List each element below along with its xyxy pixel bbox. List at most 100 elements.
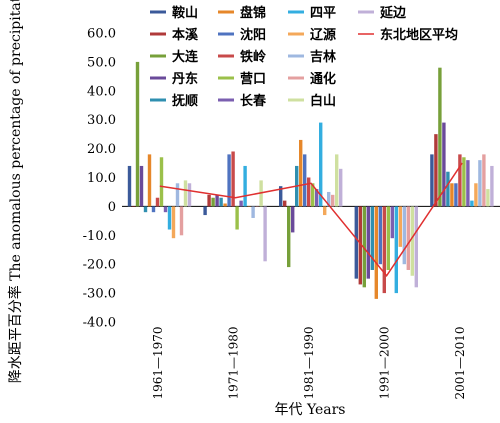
legend-label: 大连 bbox=[172, 49, 199, 65]
bar bbox=[327, 191, 331, 207]
bar bbox=[159, 157, 164, 207]
bar bbox=[299, 139, 303, 207]
bar bbox=[303, 154, 307, 207]
bar bbox=[171, 206, 176, 239]
bar bbox=[398, 206, 402, 247]
bar bbox=[354, 206, 358, 279]
bar bbox=[127, 165, 132, 207]
bar bbox=[279, 186, 283, 207]
bar bbox=[307, 177, 311, 207]
bar bbox=[335, 154, 339, 207]
bar bbox=[315, 189, 319, 207]
bar bbox=[462, 157, 466, 207]
bar bbox=[362, 206, 366, 288]
y-tick-label: 0 bbox=[108, 200, 116, 215]
bar bbox=[131, 206, 136, 207]
bar bbox=[438, 67, 442, 207]
bar bbox=[263, 206, 267, 262]
bar bbox=[378, 206, 382, 265]
bar bbox=[183, 180, 188, 207]
legend-label: 营口 bbox=[240, 71, 266, 87]
bar bbox=[394, 206, 398, 294]
y-tick-label: -20.0 bbox=[83, 258, 116, 273]
x-tick-label: 1971—1980 bbox=[226, 326, 240, 399]
legend-label: 四平 bbox=[310, 6, 336, 21]
bar bbox=[470, 200, 474, 207]
legend-label: 延边 bbox=[379, 5, 407, 21]
x-tick-label: 2001—2010 bbox=[453, 326, 467, 399]
y-axis-title: 降水距平百分率 The anomalous percentage of prec… bbox=[7, 0, 24, 383]
legend-label: 抚顺 bbox=[172, 93, 198, 109]
y-tick-label: 20.0 bbox=[87, 142, 116, 157]
bar bbox=[410, 206, 414, 276]
bar bbox=[370, 206, 374, 270]
bar bbox=[414, 206, 418, 288]
bar bbox=[223, 203, 227, 207]
bar bbox=[203, 206, 207, 216]
bar bbox=[179, 206, 184, 236]
x-tick-label: 1981—1990 bbox=[302, 326, 316, 399]
bar bbox=[406, 206, 410, 270]
legend-label: 吉林 bbox=[310, 49, 336, 65]
legend-label: 沈阳 bbox=[240, 27, 266, 43]
y-axis-ticks: 60.0 50.0 40.0 30.0 20.0 10.0 0 -10.0 -20.0 -30.0… bbox=[83, 27, 116, 331]
legend-label: 铁岭 bbox=[239, 49, 266, 65]
legend-label: 辽源 bbox=[310, 27, 336, 43]
bar bbox=[227, 154, 231, 207]
bar bbox=[331, 194, 335, 207]
bar bbox=[247, 206, 251, 207]
bar bbox=[402, 206, 406, 265]
bar bbox=[143, 206, 148, 213]
bar bbox=[442, 122, 446, 207]
bar bbox=[219, 197, 223, 207]
y-tick-label: 10.0 bbox=[87, 171, 116, 186]
bar bbox=[450, 183, 454, 207]
bar bbox=[231, 151, 235, 207]
legend-label: 东北地区平均 bbox=[380, 27, 458, 43]
bar bbox=[311, 183, 315, 207]
bar bbox=[358, 206, 362, 285]
bar bbox=[207, 194, 211, 207]
bar bbox=[147, 154, 152, 207]
bar bbox=[366, 206, 370, 279]
bar bbox=[167, 206, 172, 230]
legend-label: 通化 bbox=[310, 71, 336, 87]
bar bbox=[339, 168, 343, 207]
bar bbox=[239, 200, 243, 207]
bar bbox=[151, 206, 156, 213]
bar bbox=[255, 206, 259, 207]
x-tick-label: 1991—2000 bbox=[378, 326, 392, 399]
bar bbox=[175, 183, 180, 207]
bar bbox=[454, 183, 458, 207]
bar bbox=[243, 165, 247, 207]
legend-label: 鞍山 bbox=[172, 5, 198, 21]
y-tick-label: 40.0 bbox=[87, 84, 116, 99]
plot-area bbox=[122, 61, 500, 299]
bar bbox=[390, 206, 394, 239]
bar bbox=[474, 183, 478, 207]
bar bbox=[458, 154, 462, 207]
bar bbox=[434, 134, 438, 207]
bar bbox=[466, 160, 470, 207]
y-tick-label: 60.0 bbox=[87, 27, 116, 42]
bar bbox=[382, 206, 386, 294]
bar bbox=[287, 206, 291, 268]
y-tick-label: -40.0 bbox=[83, 316, 116, 331]
bar bbox=[139, 165, 144, 207]
bar bbox=[291, 206, 295, 233]
x-axis-title: 年代 Years bbox=[275, 402, 346, 418]
legend-label: 盘锦 bbox=[240, 5, 266, 21]
bar bbox=[482, 154, 486, 207]
bar bbox=[374, 206, 378, 299]
bar bbox=[235, 206, 239, 230]
bar bbox=[446, 171, 450, 207]
bar bbox=[163, 206, 168, 213]
legend-label: 本溪 bbox=[172, 27, 199, 43]
bar bbox=[490, 165, 494, 207]
legend-label: 长春 bbox=[240, 93, 267, 109]
bar bbox=[215, 194, 219, 207]
bar bbox=[478, 160, 482, 207]
bar bbox=[283, 200, 287, 207]
